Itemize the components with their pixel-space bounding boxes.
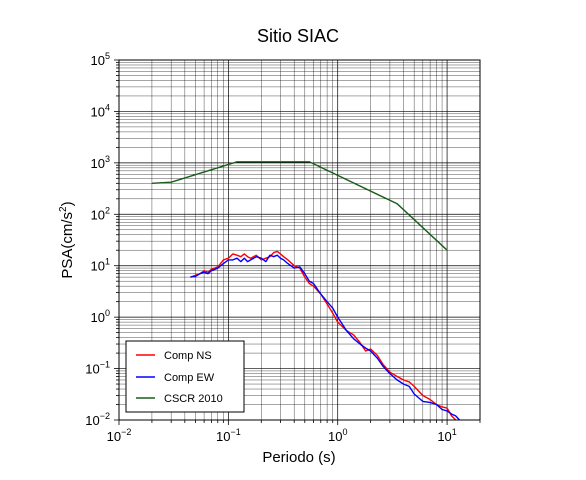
y-tick-label: 104: [91, 102, 110, 119]
grid-lines: [118, 59, 481, 421]
series-line-comp-ns: [190, 250, 457, 421]
x-axis-label: Periodo (s): [262, 449, 335, 466]
y-axis-label: PSA(cm/s2): [58, 201, 76, 278]
y-axis-label-superscript: 2: [58, 206, 69, 212]
y-tick-label: 103: [91, 154, 110, 171]
legend-label-cscr-2010: CSCR 2010: [164, 393, 223, 405]
legend-label-comp-ns: Comp NS: [164, 350, 212, 362]
series-layer: [151, 161, 461, 421]
plot-frame: [118, 59, 481, 421]
x-tick-label: 10−1: [216, 427, 241, 444]
series-line-cscr-2010: [151, 161, 448, 251]
chart-title: Sitio SIAC: [257, 26, 339, 46]
x-tick-label: 10−2: [107, 427, 132, 444]
legend-label-comp-ew: Comp EW: [164, 372, 215, 384]
y-axis-label-tail: ): [59, 201, 76, 206]
tick-labels: 10−2 10−1 100 101 10−2 10−1 100 101 102 103 104 105: [85, 51, 457, 444]
y-tick-label: 100: [91, 308, 110, 325]
y-tick-label: 105: [91, 51, 110, 68]
y-axis-label-base: PSA(cm/s: [59, 212, 76, 279]
legend: Comp NS Comp EW CSCR 2010: [125, 340, 245, 413]
y-tick-label: 102: [91, 205, 110, 222]
x-tick-label: 100: [328, 427, 347, 444]
series-line-comp-ew: [190, 254, 461, 421]
y-tick-label: 10−2: [85, 411, 110, 428]
x-tick-label: 101: [437, 427, 456, 444]
tick-marks: [114, 59, 481, 425]
y-tick-label: 10−1: [85, 360, 110, 377]
y-tick-label: 101: [91, 257, 110, 274]
